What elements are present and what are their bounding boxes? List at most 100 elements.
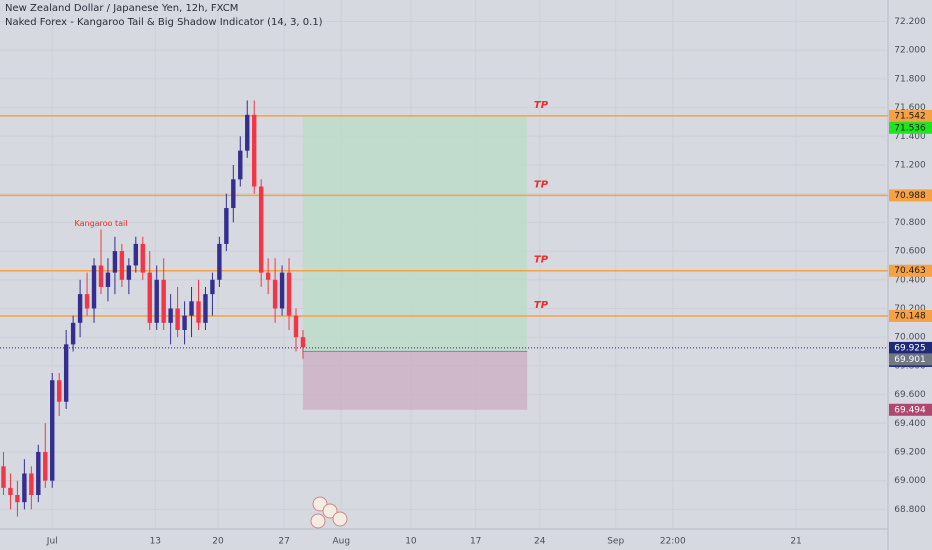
y-tick-label: 70.200 [894, 304, 926, 314]
price-tag [889, 403, 932, 416]
candle-body [119, 251, 125, 280]
y-tick-label: 70.600 [894, 247, 926, 257]
candle-body [50, 380, 55, 481]
x-tick-label: 21 [790, 537, 801, 547]
candle-body [70, 322, 76, 345]
x-tick-label: 22:00 [660, 537, 686, 547]
event-icon [332, 511, 348, 527]
target-zone [302, 115, 528, 352]
candle-body [203, 294, 208, 323]
candle-body [133, 243, 139, 266]
level-text: TP [534, 255, 549, 266]
candle-body [8, 487, 13, 495]
price-tag-label: 70.148 [894, 311, 926, 321]
x-tick-label: 20 [212, 537, 224, 547]
y-tick-label: 71.600 [894, 103, 926, 113]
candle-body [279, 272, 285, 309]
candle-body [98, 265, 104, 287]
candle-body [189, 301, 194, 316]
x-tick-label: 13 [150, 537, 161, 547]
y-tick-label: 70.000 [894, 333, 926, 343]
y-tick-label: 72.000 [894, 46, 926, 56]
x-tick-label: Aug [332, 537, 350, 547]
level-text: TP [534, 100, 549, 111]
indicator-title: Naked Forex - Kangaroo Tail & Big Shadow… [5, 17, 323, 28]
candle-body [22, 473, 27, 503]
candle-body [161, 279, 166, 323]
candle-body [154, 279, 159, 323]
candle-body [286, 272, 292, 316]
price-tag-label: 71.542 [894, 111, 926, 121]
x-tick-label: 17 [470, 537, 481, 547]
level-text: TP [534, 300, 549, 311]
candle-body [300, 337, 306, 348]
price-tag-label: 70.988 [894, 191, 926, 201]
candle-body [147, 272, 152, 323]
candle-body [245, 114, 250, 151]
candle-body [15, 495, 20, 503]
x-tick-label: 27 [278, 537, 289, 547]
y-tick-label: 72.200 [894, 17, 926, 27]
price-tag [889, 109, 932, 122]
candle-body [1, 466, 6, 488]
y-tick-label: 69.400 [894, 419, 926, 429]
candle-body [57, 380, 62, 402]
candle-body [175, 308, 180, 330]
candle-body [91, 265, 97, 309]
event-icon [322, 503, 338, 519]
y-tick-label: 70.800 [894, 218, 926, 228]
candle-body [126, 265, 132, 280]
plot [0, 100, 888, 517]
annotation: Kangaroo tail [74, 219, 127, 228]
candle-body [272, 279, 278, 309]
candle-body [238, 150, 243, 180]
price-tag-label: 69.901 [894, 355, 926, 365]
price-tag [889, 121, 932, 134]
candle-body [224, 208, 229, 244]
price-tag-label: 69.494 [894, 405, 926, 415]
candle-body [43, 451, 48, 481]
level-text: TP [534, 179, 549, 190]
y-tick-label: 68.800 [894, 505, 926, 515]
price-tag [889, 189, 932, 202]
y-tick-label: 69.600 [894, 390, 926, 400]
event-icon [310, 513, 326, 529]
stop-zone [302, 351, 528, 410]
chart-title: New Zealand Dollar / Japanese Yen, 12h, … [5, 3, 238, 14]
y-tick-label: 71.800 [894, 74, 926, 84]
price-tag [889, 309, 932, 322]
candle-body [29, 473, 34, 495]
candle-body [168, 308, 173, 323]
candle-body [196, 301, 201, 323]
candle-body [293, 315, 299, 338]
candle-body [231, 179, 236, 209]
candle-body [77, 294, 83, 323]
candle-body [112, 251, 118, 273]
y-tick-label: 69.200 [894, 447, 926, 457]
y-tick-label: 69.000 [894, 476, 926, 486]
candle-body [258, 186, 264, 273]
x-tick-label: Sep [607, 537, 624, 547]
candle-body [217, 243, 222, 280]
x-tick-label: 24 [534, 537, 546, 547]
event-icons [310, 496, 348, 529]
candle-body [36, 451, 41, 495]
price-tag-label: 70.463 [894, 266, 926, 276]
candle-body [265, 272, 271, 280]
candle-body [105, 272, 111, 287]
x-tick-label: Jul [46, 537, 58, 547]
y-tick-label: 71.400 [894, 132, 926, 142]
x-tick-label: 10 [405, 537, 417, 547]
y-tick-label: 70.400 [894, 275, 926, 285]
candle-body [63, 344, 69, 402]
price-tag-label: 69.925 [894, 343, 926, 353]
price-tag [889, 353, 932, 366]
price-tag [889, 264, 932, 277]
price-tag-label: 71.536 [894, 123, 926, 133]
candle-body [252, 114, 257, 187]
candle-body [84, 294, 90, 309]
price-tag [889, 341, 932, 354]
candle-body [210, 279, 215, 295]
candle-body [140, 243, 145, 273]
